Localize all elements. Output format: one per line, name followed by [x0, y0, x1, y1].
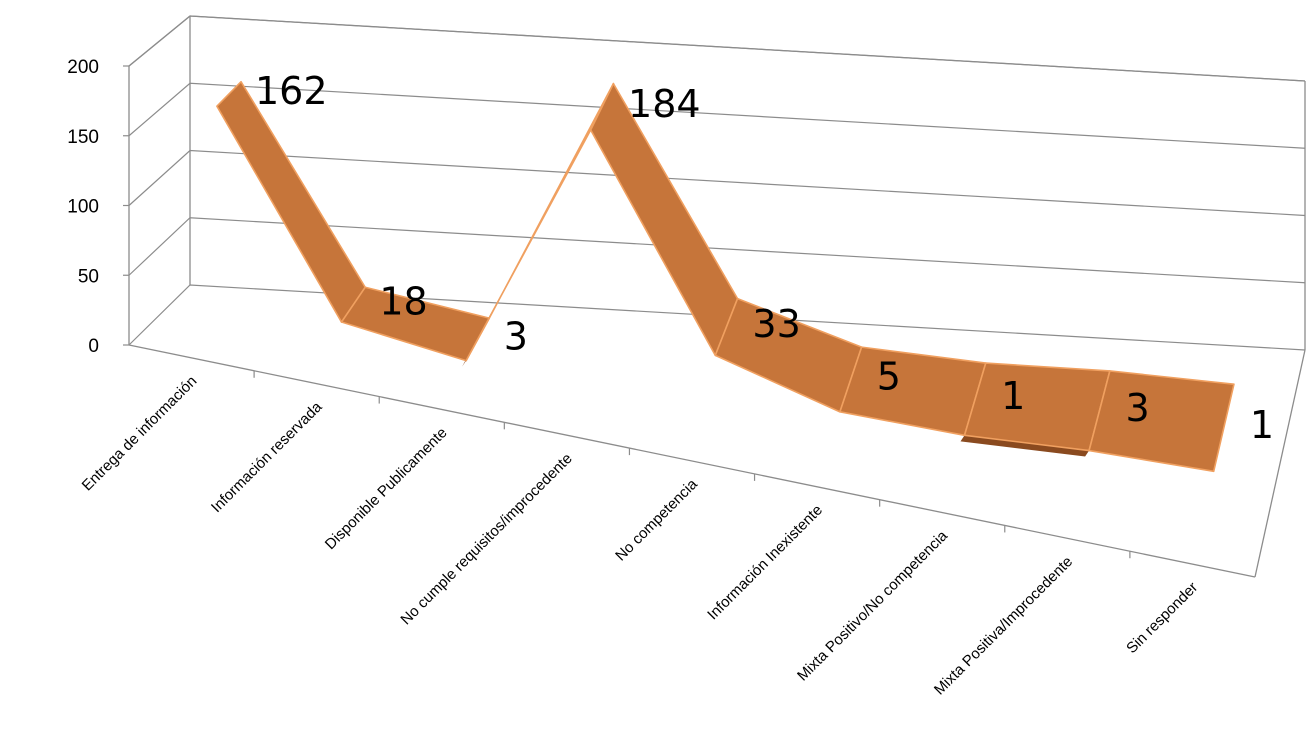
- y-tick-label: 100: [67, 197, 99, 218]
- data-label: 3: [1125, 386, 1149, 430]
- data-label: 162: [255, 69, 328, 113]
- gridline: [128, 217, 1306, 284]
- frame-floor-front: [128, 344, 1256, 578]
- x-category-label: Entrega de información: [79, 373, 201, 495]
- gridline: [128, 82, 1306, 149]
- data-labels: 162 18 3 184 33 5 1 3 1: [255, 69, 1274, 447]
- data-label: 1: [1250, 403, 1274, 447]
- frame-floor-right: [1254, 349, 1306, 578]
- x-category-label: No competencia: [612, 475, 701, 564]
- data-label: 33: [752, 302, 800, 346]
- gridline: [128, 15, 1306, 82]
- y-tick-label: 150: [67, 127, 99, 148]
- x-category-label: Sin responder: [1123, 579, 1201, 657]
- ribbon-segment: [1088, 370, 1235, 473]
- gridline: [128, 149, 1306, 217]
- ribbon-segment: [839, 346, 987, 437]
- ribbon-side-face: [960, 435, 1090, 457]
- x-category-label: Disponible Publicamente: [322, 424, 451, 553]
- y-tick-label: 50: [78, 266, 99, 287]
- data-label: 3: [504, 314, 528, 358]
- ribbon-segment: [963, 362, 1111, 452]
- data-label: 5: [877, 354, 901, 398]
- gridlines: [128, 15, 1306, 351]
- ribbon-segment: [465, 82, 615, 362]
- y-tick-label: 0: [88, 336, 99, 357]
- x-category-label: Mixta Positivo/No competencia: [794, 527, 952, 685]
- x-category-label: No cumple requisitos/improcedente: [397, 450, 575, 628]
- data-label: 184: [628, 82, 701, 126]
- data-label: 18: [379, 280, 427, 324]
- y-tick-label: 200: [67, 57, 99, 78]
- x-category-label: Información Inexistente: [704, 502, 826, 624]
- data-label: 1: [1001, 374, 1025, 418]
- y-axis-ticks: 0 50 100 150 200: [67, 57, 129, 357]
- gridline: [128, 284, 1306, 351]
- x-category-label: Información reservada: [208, 398, 326, 516]
- series-ribbon: [216, 80, 1235, 473]
- x-category-label: Mixta Positiva/Improcedente: [931, 553, 1076, 698]
- ribbon-segment: [216, 80, 366, 323]
